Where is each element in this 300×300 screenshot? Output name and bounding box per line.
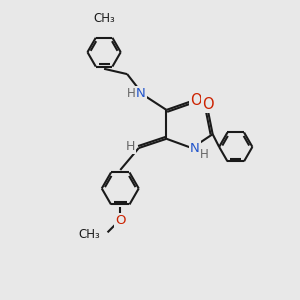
Text: CH₃: CH₃	[93, 12, 115, 25]
Text: N: N	[190, 142, 200, 154]
Text: H: H	[125, 140, 135, 153]
Text: O: O	[190, 93, 202, 108]
Text: N: N	[136, 87, 146, 100]
Text: O: O	[115, 214, 125, 226]
Text: H: H	[200, 148, 208, 161]
Text: H: H	[127, 87, 136, 100]
Text: CH₃: CH₃	[79, 228, 100, 241]
Text: O: O	[202, 97, 213, 112]
